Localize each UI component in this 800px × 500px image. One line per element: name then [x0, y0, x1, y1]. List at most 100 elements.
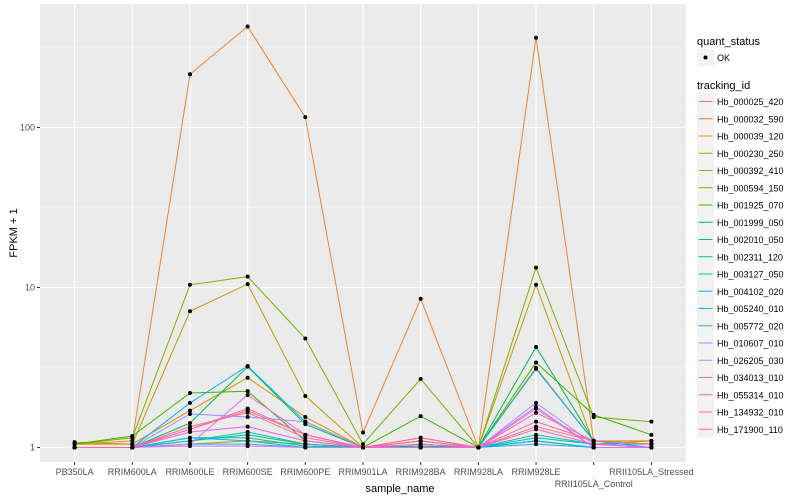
data-point-Hb_001925_070 [591, 412, 596, 417]
data-point-Hb_055314_010 [245, 424, 250, 429]
data-point-Hb_005240_010 [534, 366, 539, 371]
legend-label-Hb_000025_420: Hb_000025_420 [717, 97, 784, 107]
legend-label-Hb_005240_010: Hb_005240_010 [717, 304, 784, 314]
data-point-Hb_001999_050 [534, 344, 539, 349]
x-tick-label: RRII105LA_Stressed [609, 467, 694, 477]
legend-label-Hb_000032_590: Hb_000032_590 [717, 114, 784, 124]
x-tick-label: PB350LA [56, 467, 94, 477]
data-point-Hb_034013_010 [534, 404, 539, 409]
legend-label-Hb_000039_120: Hb_000039_120 [717, 132, 784, 142]
data-point-Hb_000594_150 [649, 419, 654, 424]
data-point-Hb_000594_150 [418, 376, 423, 381]
data-point-Hb_171900_110 [303, 435, 308, 440]
data-point-Hb_055314_010 [649, 445, 654, 450]
y-tick-label: 1 [30, 443, 35, 453]
x-tick-label: RRII105LA_Control [555, 479, 633, 489]
x-tick-label: RRIM600PE [280, 467, 330, 477]
data-point-Hb_010607_010 [534, 400, 539, 405]
data-point-Hb_171900_110 [187, 424, 192, 429]
data-point-Hb_026205_030 [303, 445, 308, 450]
legend-label-Hb_034013_010: Hb_034013_010 [717, 373, 784, 383]
y-axis: 1 10 100 [20, 123, 40, 453]
data-point-Hb_055314_010 [303, 438, 308, 443]
legend-label-Hb_171900_110: Hb_171900_110 [717, 425, 783, 435]
data-point-Hb_005240_010 [245, 364, 250, 369]
data-point-Hb_001925_070 [418, 414, 423, 419]
data-point-Hb_026205_030 [245, 444, 250, 449]
data-point-Hb_003127_050 [187, 438, 192, 443]
legend-label-ok: OK [717, 53, 730, 63]
legend-label-Hb_026205_030: Hb_026205_030 [717, 356, 784, 366]
x-tick-label: RRIM600LA [108, 467, 157, 477]
data-point-Hb_001925_070 [72, 442, 77, 447]
data-point-Hb_000032_590 [303, 115, 308, 120]
color-legend-entries: Hb_000025_420 Hb_000032_590 Hb_000039_120 H… [697, 93, 784, 438]
data-point-Hb_001925_070 [534, 360, 539, 365]
data-point-Hb_171900_110 [534, 410, 539, 415]
data-point-Hb_004102_020 [245, 438, 250, 443]
x-tick-label: RRIM928LE [512, 467, 561, 477]
data-point-Hb_171900_110 [418, 438, 423, 443]
data-point-Hb_003127_050 [303, 442, 308, 447]
data-point-Hb_002311_120 [534, 435, 539, 440]
legend-label-Hb_000230_250: Hb_000230_250 [717, 149, 784, 159]
data-point-Hb_000230_250 [303, 393, 308, 398]
data-points [72, 24, 654, 450]
legend-label-Hb_002010_050: Hb_002010_050 [717, 235, 784, 245]
data-point-Hb_004102_020 [534, 438, 539, 443]
shape-legend-title: quant_status [697, 36, 760, 48]
y-tick-label: 10 [25, 283, 35, 293]
data-point-Hb_004102_020 [187, 435, 192, 440]
data-point-Hb_000230_250 [130, 442, 135, 447]
x-tick-label: RRIM928LA [454, 467, 503, 477]
legend-label-Hb_001999_050: Hb_001999_050 [717, 218, 784, 228]
data-point-Hb_134932_010 [534, 419, 539, 424]
data-point-Hb_171900_110 [649, 442, 654, 447]
data-point-Hb_001925_070 [649, 432, 654, 437]
gridlines [40, 4, 686, 462]
data-point-Hb_134932_010 [245, 406, 250, 411]
data-point-Hb_171900_110 [476, 445, 481, 450]
data-point-Hb_034013_010 [187, 442, 192, 447]
data-point-Hb_171900_110 [245, 410, 250, 415]
legend: quant_status OK tracking_id Hb_000025_42… [697, 36, 784, 438]
data-point-Hb_034013_010 [591, 445, 596, 450]
data-point-Hb_000039_120 [187, 408, 192, 413]
data-point-Hb_000039_120 [303, 415, 308, 420]
data-point-Hb_171900_110 [72, 445, 77, 450]
data-point-Hb_000032_590 [418, 296, 423, 301]
data-point-Hb_000230_250 [245, 282, 250, 287]
data-point-Hb_000230_250 [187, 309, 192, 314]
legend-label-Hb_003127_050: Hb_003127_050 [717, 270, 784, 280]
data-point-Hb_002311_120 [245, 435, 250, 440]
data-point-Hb_000230_250 [649, 438, 654, 443]
data-point-Hb_001925_070 [187, 391, 192, 396]
legend-point-ok [703, 55, 708, 60]
x-tick-label: RRIM600LE [165, 467, 214, 477]
color-legend-title: tracking_id [697, 80, 750, 92]
data-point-Hb_171900_110 [130, 445, 135, 450]
data-point-Hb_000032_590 [534, 35, 539, 40]
data-point-Hb_001925_070 [130, 433, 135, 438]
data-point-Hb_000032_590 [130, 438, 135, 443]
data-point-Hb_003127_050 [245, 429, 250, 434]
data-point-Hb_055314_010 [418, 442, 423, 447]
data-point-Hb_034013_010 [245, 392, 250, 397]
data-point-Hb_002010_050 [245, 432, 250, 437]
data-point-Hb_000594_150 [303, 336, 308, 341]
x-tick-label: RRIM901LA [338, 467, 387, 477]
data-point-Hb_000594_150 [361, 442, 365, 447]
data-point-Hb_000594_150 [245, 274, 250, 279]
legend-label-Hb_000392_410: Hb_000392_410 [717, 166, 784, 176]
legend-label-Hb_002311_120: Hb_002311_120 [717, 252, 783, 262]
data-point-Hb_171900_110 [591, 438, 596, 443]
data-point-Hb_001925_070 [245, 389, 250, 394]
data-point-Hb_005240_010 [187, 400, 192, 405]
data-point-Hb_000032_590 [361, 430, 365, 435]
y-tick-label: 100 [20, 123, 35, 133]
data-point-Hb_003127_050 [534, 432, 539, 437]
x-tick-label: RRIM600SE [223, 467, 273, 477]
data-point-Hb_010607_010 [187, 411, 192, 416]
